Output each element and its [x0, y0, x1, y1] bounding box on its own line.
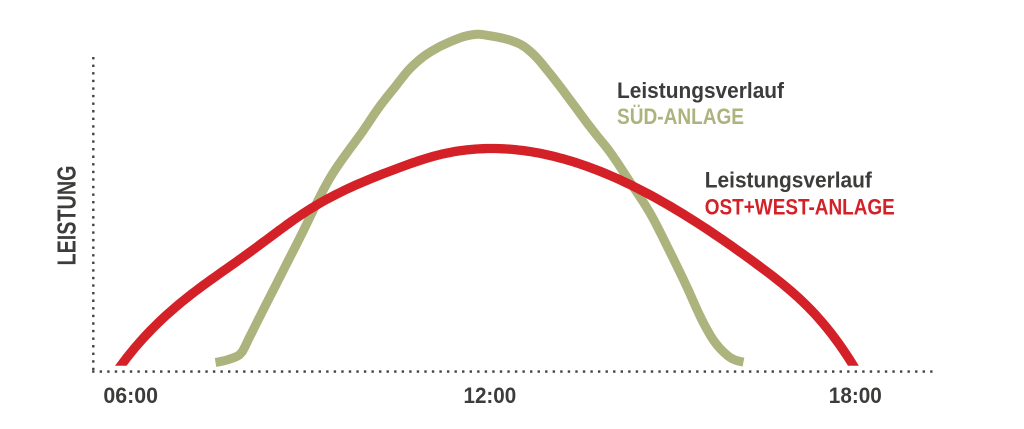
- svg-text:OST+WEST-ANLAGE: OST+WEST-ANLAGE: [705, 194, 895, 219]
- svg-text:SÜD-ANLAGE: SÜD-ANLAGE: [617, 104, 744, 129]
- svg-text:12:00: 12:00: [464, 383, 517, 408]
- svg-text:LEISTUNG: LEISTUNG: [54, 166, 82, 266]
- svg-text:Leistungsverlauf: Leistungsverlauf: [617, 78, 785, 103]
- svg-text:18:00: 18:00: [829, 383, 882, 408]
- svg-text:06:00: 06:00: [103, 383, 158, 408]
- svg-text:Leistungsverlauf: Leistungsverlauf: [705, 168, 873, 193]
